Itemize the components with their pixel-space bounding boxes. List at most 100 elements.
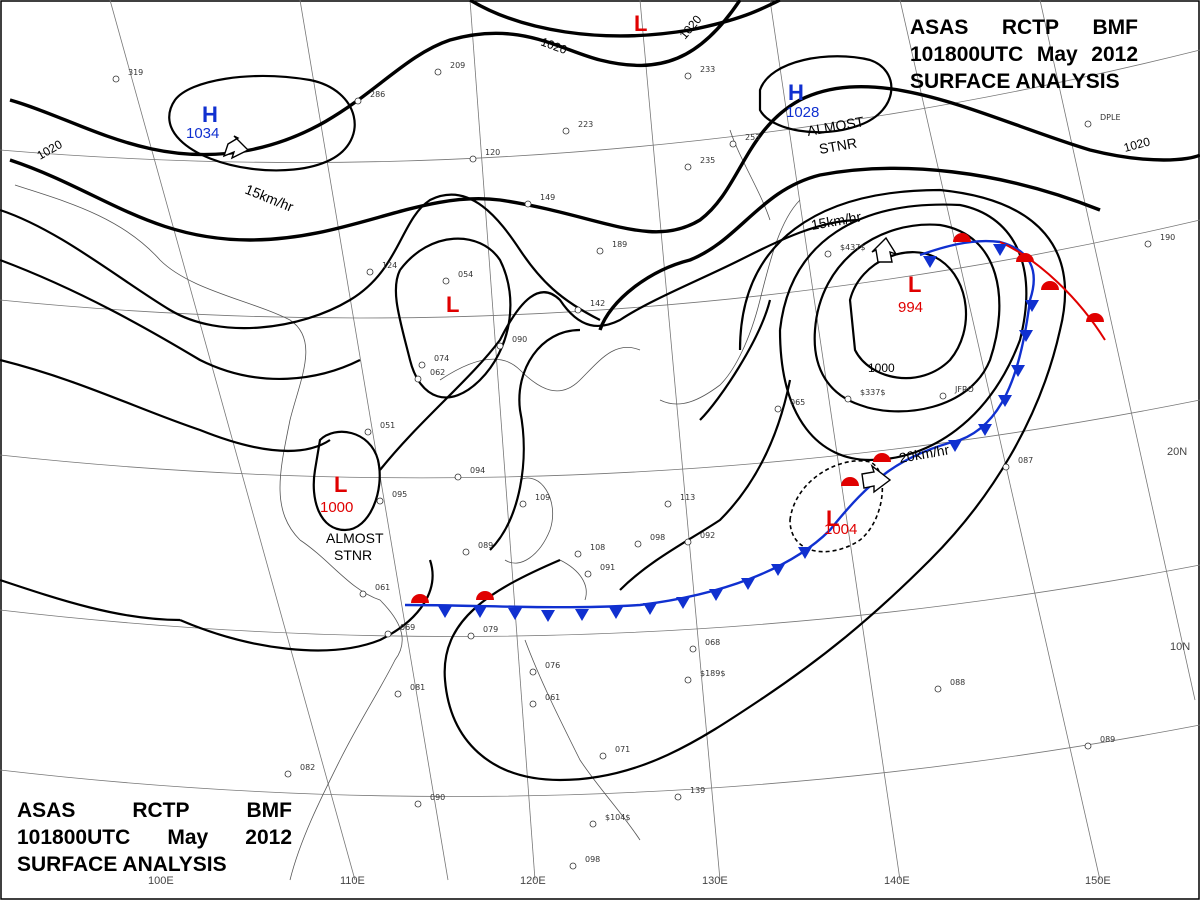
station-circle-icon — [529, 668, 537, 676]
header-title: SURFACE ANALYSIS — [17, 853, 227, 876]
cold-front-triangle — [978, 424, 992, 436]
station-value: 098 — [650, 533, 665, 542]
station-circle-icon — [1144, 240, 1152, 248]
header-time: 101800UTC — [910, 43, 1024, 66]
station-value: 074 — [434, 354, 449, 363]
station-value: 319 — [128, 68, 143, 77]
station-value: 149 — [540, 193, 555, 202]
header-product-code: ASAS — [17, 799, 76, 822]
map-header-top: ASAS RCTP BMF 101800UTC May 2012 SURFACE… — [910, 14, 1138, 95]
longitude-label: 130E — [702, 875, 728, 887]
station-circle-icon — [844, 395, 852, 403]
header-time: 101800UTC — [17, 826, 131, 849]
warm-front-semicircle — [1086, 313, 1104, 322]
station-circle-icon — [467, 632, 475, 640]
low-pressure-value: 1004 — [824, 521, 857, 538]
station-circle-icon — [364, 428, 372, 436]
station-value: 065 — [790, 398, 805, 407]
low-pressure-value: 994 — [898, 299, 923, 316]
station-circle-icon — [1002, 463, 1010, 471]
station-value: 061 — [545, 693, 560, 702]
header-month: May — [167, 826, 209, 849]
stationary-front — [404, 239, 1106, 609]
station-circle-icon — [384, 630, 392, 638]
station-circle-icon — [496, 342, 504, 350]
station-value: 089 — [1100, 735, 1115, 744]
high-center-1028: H 1028 — [786, 80, 819, 121]
station-value: 081 — [410, 683, 425, 692]
station-circle-icon — [376, 497, 384, 505]
cold-front-triangle — [1025, 300, 1039, 312]
header-month: May — [1036, 43, 1078, 66]
station-circle-icon — [684, 72, 692, 80]
cold-front-triangle — [741, 578, 755, 590]
header-year: 2012 — [1091, 43, 1138, 66]
station-circle-icon — [684, 163, 692, 171]
station-circle-icon — [1084, 742, 1092, 750]
station-circle-icon — [934, 685, 942, 693]
cold-front-triangle — [1019, 330, 1033, 342]
station-plots: 319 286 209 223 235 233 253 120 149 189 142 054 124 0… — [112, 61, 1175, 870]
cold-front-triangle — [609, 607, 623, 619]
longitude-label: 120E — [520, 875, 546, 887]
low-center-1000: L 1000 — [320, 472, 353, 516]
cold-front-triangle — [709, 589, 723, 601]
latitude-label: 10N — [1170, 641, 1190, 653]
station-value: 124 — [382, 261, 397, 270]
station-value: 092 — [700, 531, 715, 540]
cold-front-triangle — [771, 564, 785, 576]
header-title: SURFACE ANALYSIS — [910, 70, 1120, 93]
station-value: 069 — [400, 623, 415, 632]
station-value: 209 — [450, 61, 465, 70]
longitude-label: 100E — [148, 875, 174, 887]
station-circle-icon — [569, 862, 577, 870]
station-value: $337$ — [860, 388, 885, 397]
station-value: 142 — [590, 299, 605, 308]
station-circle-icon — [414, 800, 422, 808]
map-header-bottom: ASAS RCTP BMF 101800UTC May 2012 SURFACE… — [17, 797, 292, 878]
station-value: 082 — [300, 763, 315, 772]
station-value: $437$ — [840, 243, 865, 252]
station-circle-icon — [354, 97, 362, 105]
header-agency-code: BMF — [246, 799, 293, 822]
station-value: 223 — [578, 120, 593, 129]
station-circle-icon — [574, 550, 582, 558]
station-circle-icon — [824, 250, 832, 258]
station-circle-icon — [1084, 120, 1092, 128]
station-circle-icon — [366, 268, 374, 276]
station-value: 253 — [745, 133, 760, 142]
station-value: 079 — [483, 625, 498, 634]
station-value: 090 — [430, 793, 445, 802]
station-value: 061 — [375, 583, 390, 592]
warm-front-semicircle — [841, 477, 859, 486]
station-value: 235 — [700, 156, 715, 165]
station-circle-icon — [529, 700, 537, 708]
low-symbol: L — [634, 11, 647, 36]
movement-arrow-icon — [861, 464, 892, 494]
warm-front-semicircle — [476, 591, 494, 600]
station-circle-icon — [469, 155, 477, 163]
station-value: 087 — [1018, 456, 1033, 465]
station-circle-icon — [462, 548, 470, 556]
warm-front-semicircle — [953, 233, 971, 242]
station-circle-icon — [689, 645, 697, 653]
warm-front-semicircle — [411, 594, 429, 603]
station-circle-icon — [359, 590, 367, 598]
station-circle-icon — [418, 361, 426, 369]
cold-front-triangle — [948, 440, 962, 452]
longitude-label: 110E — [340, 875, 365, 887]
longitude-label: 140E — [884, 875, 910, 887]
high-center-1034: H 1034 — [186, 102, 219, 142]
station-value: 089 — [478, 541, 493, 550]
longitude-label: 150E — [1085, 875, 1111, 887]
low-symbol: L — [908, 272, 921, 297]
high-symbol: H — [788, 80, 804, 105]
station-value: 095 — [392, 490, 407, 499]
station-circle-icon — [684, 538, 692, 546]
station-circle-icon — [674, 793, 682, 801]
station-value: JFRO — [954, 385, 974, 394]
station-value: 233 — [700, 65, 715, 74]
high-symbol: H — [202, 102, 218, 127]
almost-stationary-note: STNR — [334, 547, 372, 563]
